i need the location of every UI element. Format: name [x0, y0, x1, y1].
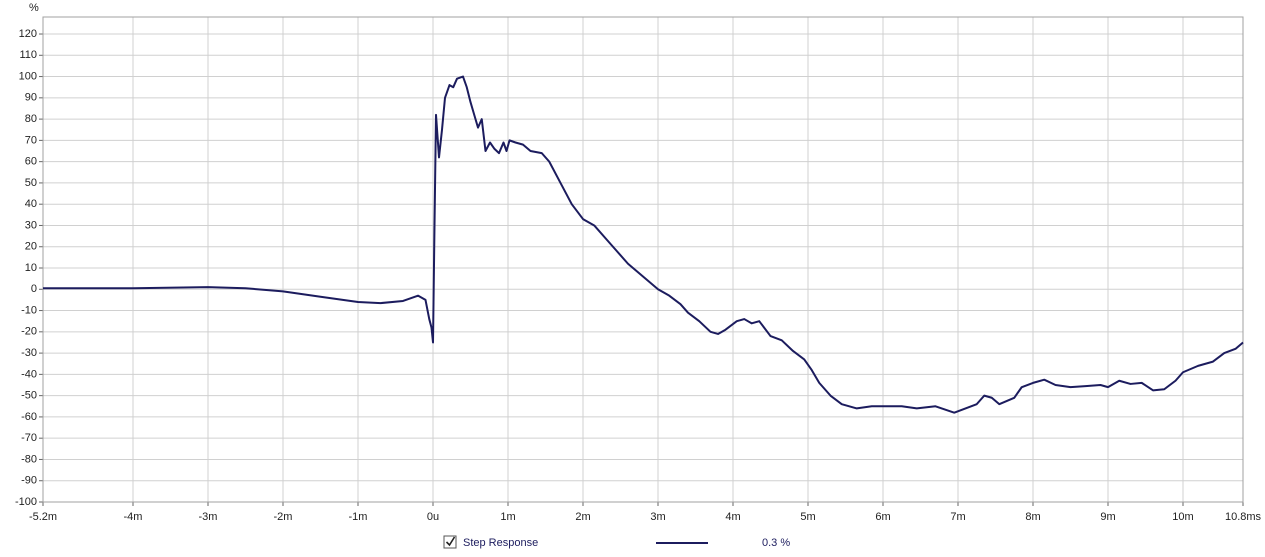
x-tick-label: -3m: [199, 511, 218, 523]
x-tick-label: -2m: [274, 511, 293, 523]
y-tick-label: -70: [21, 432, 37, 444]
x-tick-label: 5m: [800, 511, 815, 523]
y-tick-label: -60: [21, 411, 37, 423]
legend-label[interactable]: Step Response: [463, 537, 538, 549]
y-tick-label: 40: [25, 198, 37, 210]
y-tick-label: 80: [25, 113, 37, 125]
y-tick-label: 70: [25, 134, 37, 146]
checkmark: [445, 536, 456, 547]
y-tick-label: -50: [21, 390, 37, 402]
y-tick-label: 100: [19, 70, 37, 82]
y-tick-label: -100: [15, 496, 37, 508]
y-tick-label: 90: [25, 92, 37, 104]
plot-area: [42, 16, 1244, 503]
x-tick-label: 8m: [1025, 511, 1040, 523]
plot-frame: [42, 16, 1244, 503]
x-tick-label: 4m: [725, 511, 740, 523]
y-tick-label: 20: [25, 241, 37, 253]
y-tick-label: 50: [25, 177, 37, 189]
x-tick-label: 7m: [950, 511, 965, 523]
y-tick-label: 110: [19, 49, 37, 61]
y-tick-label: 60: [25, 156, 37, 168]
y-tick-label: 10: [25, 262, 37, 274]
x-tick-label: 6m: [875, 511, 890, 523]
x-tick-label: 1m: [500, 511, 515, 523]
y-tick-label: 120: [19, 28, 37, 40]
y-tick-label: -90: [21, 475, 37, 487]
y-tick-label: -10: [21, 304, 37, 316]
y-tick-label: -40: [21, 368, 37, 380]
y-tick-label: -30: [21, 347, 37, 359]
x-tick-label: 2m: [575, 511, 590, 523]
y-tick-label: 30: [25, 219, 37, 231]
x-tick-label: 0u: [427, 511, 439, 523]
y-tick-label: -80: [21, 453, 37, 465]
x-tick-label: 3m: [650, 511, 665, 523]
y-tick-label: 0: [31, 283, 37, 295]
x-tick-label: 9m: [1100, 511, 1115, 523]
y-tick-label: -20: [21, 326, 37, 338]
y-unit: %: [29, 2, 39, 14]
x-tick-label: -5.2m: [29, 511, 57, 523]
step-response-line: [43, 75, 1244, 414]
smoothing-label: 0.3 %: [762, 537, 790, 549]
x-tick-label: -4m: [124, 511, 143, 523]
x-tick-label: 10.8ms: [1225, 511, 1262, 523]
x-tick-label: 10m: [1172, 511, 1193, 523]
x-tick-label: -1m: [349, 511, 368, 523]
